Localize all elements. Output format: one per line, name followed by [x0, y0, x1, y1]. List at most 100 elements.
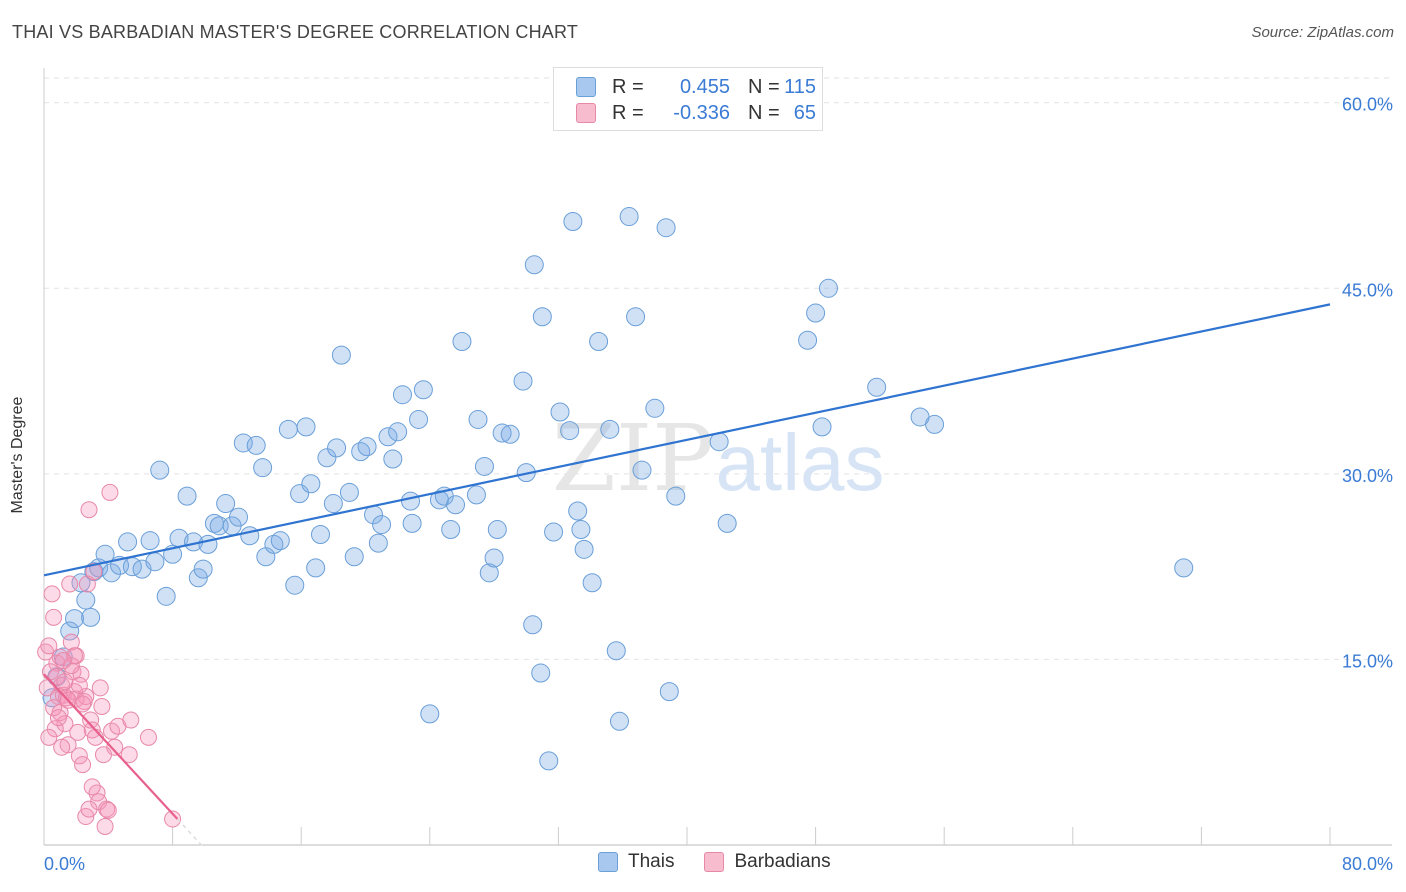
correlation-legend: R = 0.455 N = 115 R = -0.336 N = 65 — [553, 67, 823, 131]
thais-point — [466, 485, 486, 505]
watermark-zip: ZIP — [552, 405, 714, 512]
legend-row-barbadians: R = -0.336 N = 65 — [576, 101, 816, 125]
legend-label-barbadians: Barbadians — [734, 851, 831, 872]
thais-point — [479, 563, 499, 583]
thais-point — [544, 522, 564, 542]
barbadians-point — [74, 756, 92, 774]
barbadians-point — [41, 663, 59, 681]
thais-point — [285, 575, 305, 595]
thais-point — [150, 460, 170, 480]
barbadians-point — [61, 575, 79, 593]
barbadians-point — [62, 657, 80, 675]
thais-point — [339, 482, 359, 502]
barbadians-point — [96, 817, 114, 835]
r-value: -0.336 — [673, 101, 730, 124]
thais-point — [193, 559, 213, 579]
thais-point — [413, 380, 433, 400]
x-tick-label: 0.0% — [44, 854, 85, 874]
thais-point — [102, 563, 122, 583]
thais-point — [1174, 558, 1194, 578]
chart-source: Source: ZipAtlas.com — [1251, 24, 1394, 41]
watermark: ZIP atlas — [552, 405, 885, 512]
barbadians-point — [80, 800, 98, 818]
thais-point — [317, 448, 337, 468]
thais-point — [344, 547, 364, 567]
thais-trend-line — [43, 303, 1331, 577]
barbadians-point — [43, 585, 61, 603]
thais-point — [246, 435, 266, 455]
thais-point — [145, 552, 165, 572]
r-value: 0.455 — [679, 75, 730, 98]
thais-point — [717, 513, 737, 533]
barbadians-swatch — [576, 103, 596, 123]
thais-point — [492, 423, 512, 443]
thais-point — [645, 398, 665, 418]
thais-point — [81, 607, 101, 627]
thais-point — [368, 533, 388, 553]
thais-point — [65, 609, 85, 629]
barbadians-point — [83, 778, 101, 796]
barbadians-point — [122, 711, 140, 729]
thais-point — [420, 704, 440, 724]
barbadians-point — [91, 679, 109, 697]
thais-point — [357, 437, 377, 457]
thais-point — [812, 417, 832, 437]
thais-point — [351, 442, 371, 462]
thais-point — [568, 501, 588, 521]
thais-point — [524, 255, 544, 275]
thais-point — [71, 573, 91, 593]
axes — [43, 68, 1392, 846]
barbadians-point — [40, 728, 58, 746]
y-tick-label: 45.0% — [1342, 280, 1393, 300]
legend-row-thais: R = 0.455 N = 115 — [576, 75, 816, 99]
thais-point — [582, 573, 602, 593]
thais-point — [378, 427, 398, 447]
thais-point — [306, 558, 326, 578]
barbadians-swatch — [704, 852, 725, 872]
thais-point — [867, 377, 887, 397]
thais-point — [156, 586, 176, 606]
barbadians-trend-extension — [176, 818, 204, 848]
thais-point — [571, 520, 591, 540]
thais-series — [42, 207, 1194, 771]
thais-point — [513, 371, 533, 391]
thais-point — [468, 409, 488, 429]
barbadians-point — [45, 699, 63, 717]
x-tick-label: 80.0% — [1342, 854, 1393, 874]
thais-point — [609, 711, 629, 731]
y-tick-label: 60.0% — [1342, 95, 1393, 115]
barbadians-point — [139, 728, 157, 746]
thais-point — [240, 526, 260, 546]
legend-item-barbadians[interactable]: Barbadians — [704, 851, 831, 873]
barbadians-point — [80, 501, 98, 519]
barbadians-point — [49, 709, 67, 727]
r-label: R = — [612, 75, 644, 98]
thais-point — [925, 414, 945, 434]
thais-point — [388, 422, 408, 442]
thais-point — [383, 449, 403, 469]
barbadians-point — [120, 746, 138, 764]
thais-point — [818, 278, 838, 298]
thais-point — [323, 494, 343, 514]
thais-point — [666, 486, 686, 506]
barbadians-point — [66, 647, 84, 665]
chart-title: THAI VS BARBADIAN MASTER'S DEGREE CORREL… — [12, 22, 579, 42]
thais-point — [401, 491, 421, 511]
n-value: 115 — [784, 75, 816, 98]
thais-point — [550, 402, 570, 422]
thais-point — [574, 539, 594, 559]
barbadians-point — [106, 738, 124, 756]
n-label: N = — [748, 101, 780, 124]
thais-point — [452, 332, 472, 352]
barbadians-point — [40, 637, 58, 655]
legend-item-thais[interactable]: Thais — [598, 851, 674, 873]
thais-point — [270, 531, 290, 551]
thais-point — [301, 474, 321, 494]
thais-point — [60, 621, 80, 641]
thais-point — [264, 534, 284, 554]
thais-point — [76, 590, 96, 610]
thais-point — [441, 520, 461, 540]
barbadians-point — [93, 697, 111, 715]
barbadians-trend-line — [43, 673, 179, 820]
